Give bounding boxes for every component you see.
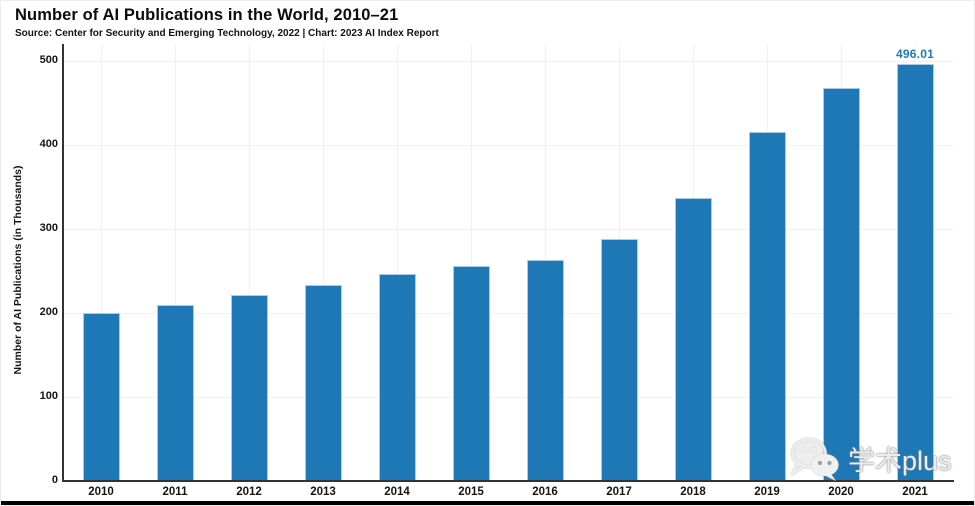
bar-2020 [822, 87, 860, 481]
bar-2015 [452, 265, 490, 481]
gridline-v-2011 [174, 45, 176, 481]
x-tick-label-2017: 2017 [606, 486, 632, 498]
y-tick-label-100: 100 [39, 390, 58, 402]
bar-2010 [82, 313, 120, 481]
bar-2016 [526, 260, 564, 481]
x-tick-label-2012: 2012 [236, 486, 262, 498]
y-tick-label-0: 0 [51, 474, 58, 486]
x-tick-label-2013: 2013 [310, 486, 336, 498]
gridline-v-2015 [470, 45, 472, 481]
y-tick-label-500: 500 [39, 54, 58, 66]
gridline-v-2012 [248, 45, 250, 481]
gridline-v-2010 [100, 45, 102, 481]
x-axis-line [62, 480, 954, 482]
gridline-v-2014 [396, 45, 398, 481]
x-tick-label-2016: 2016 [532, 486, 558, 498]
bar-2013 [304, 285, 342, 481]
gridline-h-300 [63, 228, 953, 230]
bar-2018 [674, 197, 712, 481]
chart-title: Number of AI Publications in the World, … [15, 6, 399, 24]
bottom-black-bar [1, 501, 974, 505]
y-tick-label-400: 400 [39, 138, 58, 150]
bar-2014 [378, 273, 416, 481]
x-tick-label-2019: 2019 [754, 486, 780, 498]
gridline-v-2013 [322, 45, 324, 481]
gridline-h-200 [63, 312, 953, 314]
x-tick-label-2015: 2015 [458, 486, 484, 498]
bar-2021 [896, 64, 934, 481]
x-tick-label-2011: 2011 [162, 486, 188, 498]
bar-2019 [748, 132, 786, 481]
y-axis-line [62, 44, 64, 482]
y-axis-title: Number of AI Publications (in Thousands) [12, 165, 24, 375]
x-tick-label-2014: 2014 [384, 486, 410, 498]
x-tick-label-2010: 2010 [88, 486, 114, 498]
y-tick-label-200: 200 [39, 306, 58, 318]
bar-2017 [600, 239, 638, 481]
bar-2012 [230, 295, 268, 481]
gridline-h-500 [63, 60, 953, 62]
x-tick-label-2021: 2021 [902, 486, 928, 498]
gridline-h-400 [63, 144, 953, 146]
x-tick-label-2018: 2018 [680, 486, 706, 498]
y-tick-label-300: 300 [39, 222, 58, 234]
chart-subtitle: Source: Center for Security and Emerging… [15, 28, 439, 39]
bar-2011 [156, 304, 194, 481]
gridline-h-100 [63, 396, 953, 398]
value-label-2021: 496.01 [896, 47, 934, 62]
x-tick-label-2020: 2020 [828, 486, 854, 498]
